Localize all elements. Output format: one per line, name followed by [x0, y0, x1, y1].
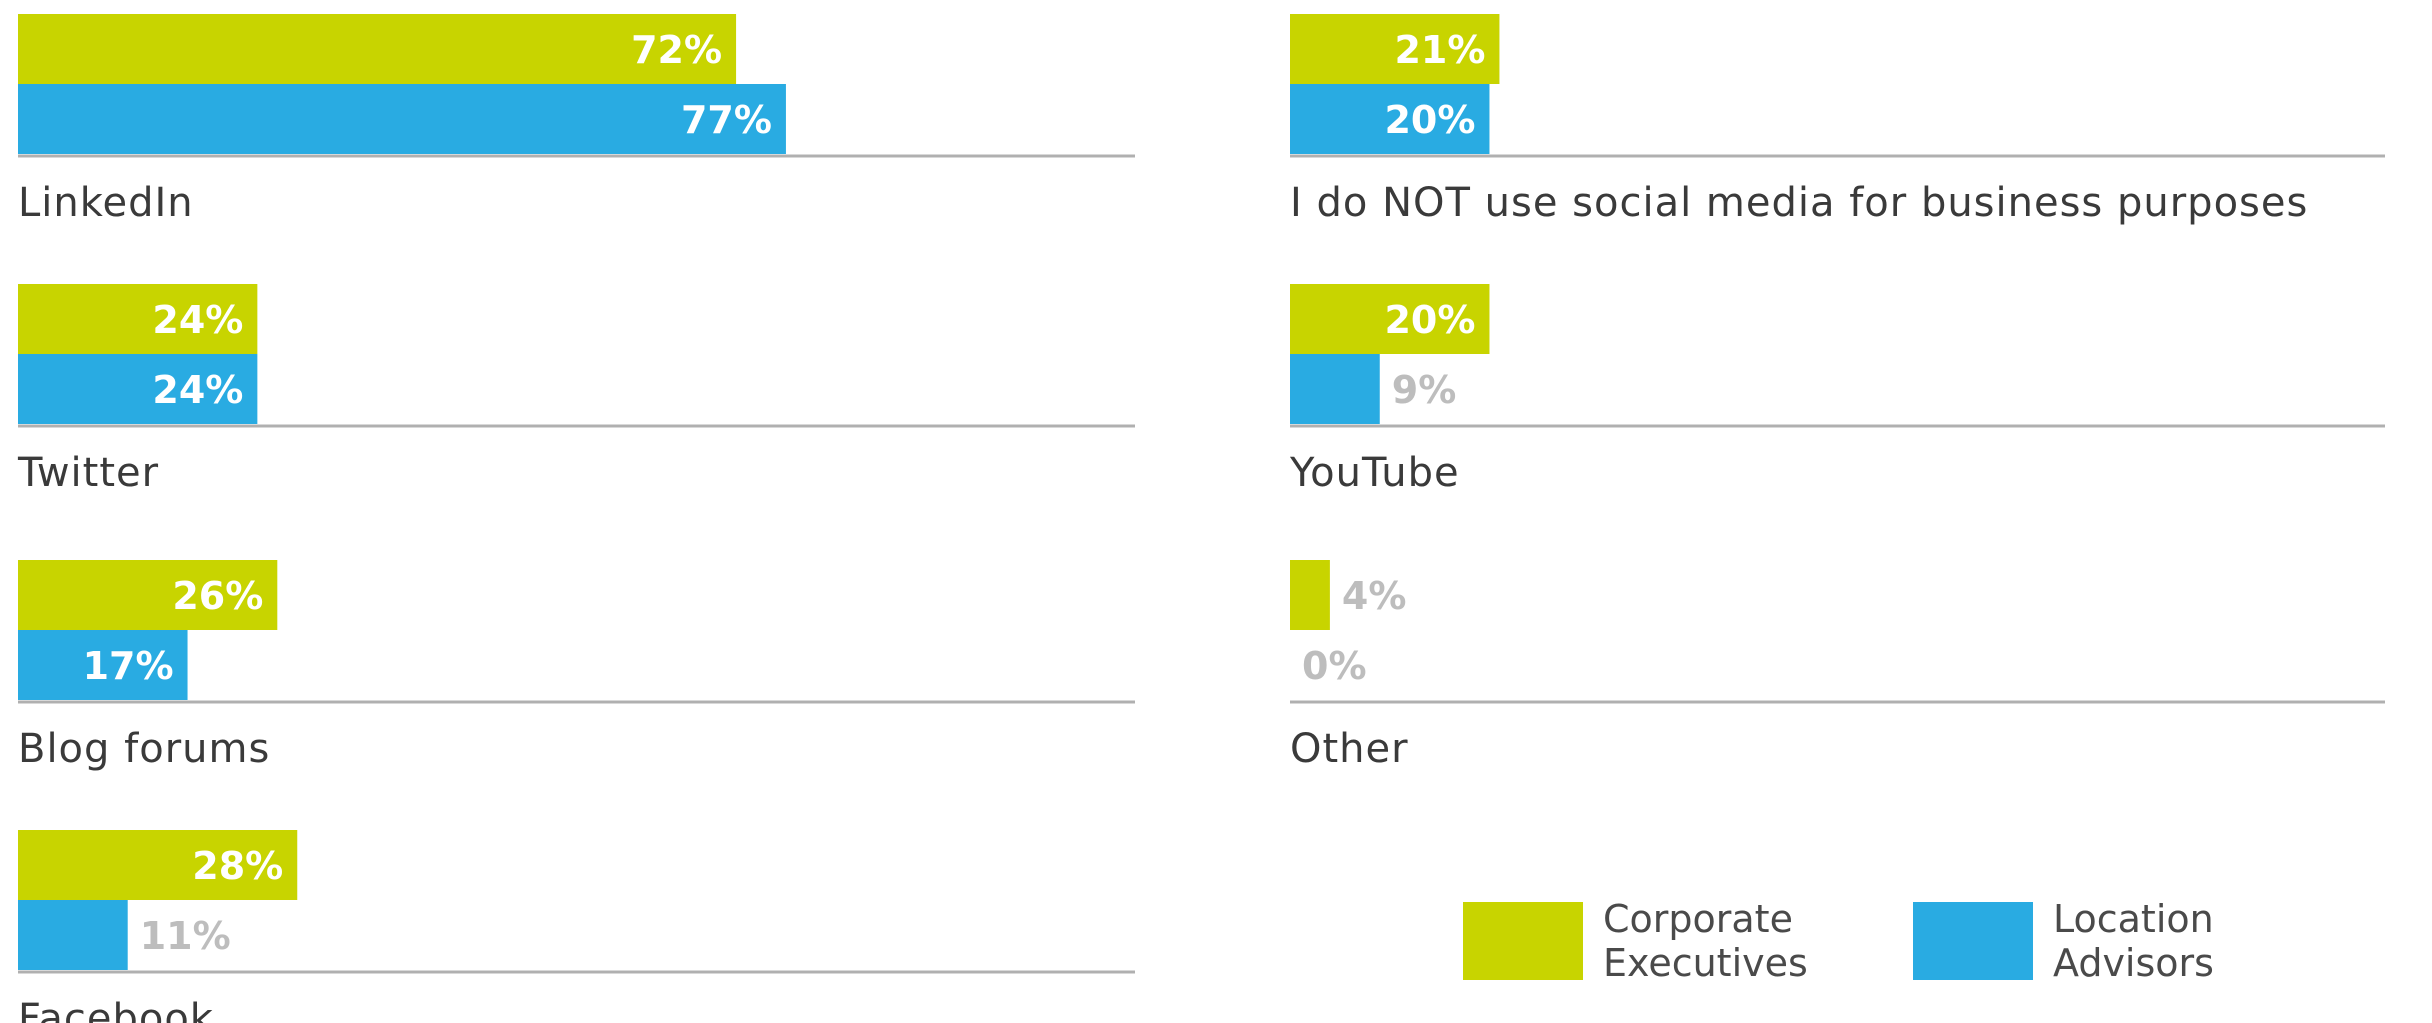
bar-value-label-twitter-location-advisors: 24% [152, 368, 243, 412]
legend-swatch-location-advisors [1913, 902, 2033, 980]
category-label-youtube: YouTube [1289, 450, 1460, 496]
bar-value-label-facebook-location-advisors: 11% [140, 914, 231, 958]
bar-group-twitter: 24% 24% Twitter [17, 284, 1135, 496]
category-label-facebook: Facebook [18, 996, 214, 1023]
bar-value-label-other-location-advisors: 0% [1302, 644, 1367, 688]
legend-label-location-advisors-line1: Location [2053, 897, 2214, 941]
bar-value-label-blog-forums-location-advisors: 17% [83, 644, 174, 688]
bar-facebook-corporate-executives [18, 830, 298, 900]
bar-value-label-twitter-corporate-executives: 24% [152, 298, 243, 342]
bar-blog-forums-corporate-executives [18, 560, 278, 630]
bar-value-label-youtube-location-advisors: 9% [1392, 368, 1457, 412]
legend-label-corporate-executives-line1: Corporate [1603, 897, 1793, 941]
bar-group-youtube: 20% 9% YouTube [1289, 284, 2385, 496]
bar-facebook-location-advisors [18, 900, 128, 970]
category-label-linkedin: LinkedIn [18, 180, 194, 226]
bar-value-label-i-do-not-use-social-media-for-business-purposes-corporate-executives: 21% [1394, 28, 1485, 72]
bar-twitter-corporate-executives [18, 284, 258, 354]
bar-linkedin-location-advisors [18, 84, 786, 154]
bar-twitter-location-advisors [18, 354, 258, 424]
bar-value-label-i-do-not-use-social-media-for-business-purposes-location-advisors: 20% [1384, 98, 1475, 142]
legend-swatch-corporate-executives [1463, 902, 1583, 980]
bar-value-label-other-corporate-executives: 4% [1342, 574, 1407, 618]
legend-label-location-advisors-line2: Advisors [2053, 941, 2214, 985]
bar-i-do-not-use-social-media-for-business-purposes-location-advisors [1290, 84, 1490, 154]
bar-value-label-linkedin-corporate-executives: 72% [631, 28, 722, 72]
bar-value-label-facebook-corporate-executives: 28% [192, 844, 283, 888]
category-label-twitter: Twitter [17, 450, 159, 496]
category-label-blog-forums: Blog forums [18, 726, 270, 772]
bar-group-other: 4% 0% Other [1290, 560, 2385, 772]
bar-blog-forums-location-advisors [18, 630, 188, 700]
bar-i-do-not-use-social-media-for-business-purposes-corporate-executives [1290, 14, 1500, 84]
legend: Corporate Executives Location Advisors [1463, 897, 2214, 985]
bar-youtube-location-advisors [1290, 354, 1380, 424]
bar-linkedin-corporate-executives [18, 14, 737, 84]
legend-label-corporate-executives-line2: Executives [1603, 941, 1808, 985]
bar-value-label-youtube-corporate-executives: 20% [1384, 298, 1475, 342]
bar-value-label-blog-forums-corporate-executives: 26% [172, 574, 263, 618]
chart-groups: 72% 77% LinkedIn 24% 24% Twitter 26% 17% Blog fo… [17, 14, 2385, 1023]
bar-group-facebook: 28% 11% Facebook [18, 830, 1135, 1023]
category-label-other: Other [1290, 726, 1409, 772]
bar-other-corporate-executives [1290, 560, 1330, 630]
bar-youtube-corporate-executives [1290, 284, 1490, 354]
bar-group-blog-forums: 26% 17% Blog forums [18, 560, 1135, 772]
bar-group-linkedin: 72% 77% LinkedIn [18, 14, 1135, 226]
bar-value-label-linkedin-location-advisors: 77% [681, 98, 772, 142]
bar-group-i-do-not-use-social-media-for-business-purposes: 21% 20% I do NOT use social media for busi… [1290, 14, 2385, 226]
category-label-i-do-not-use-social-media-for-business-purposes: I do NOT use social media for business p… [1290, 180, 2308, 226]
